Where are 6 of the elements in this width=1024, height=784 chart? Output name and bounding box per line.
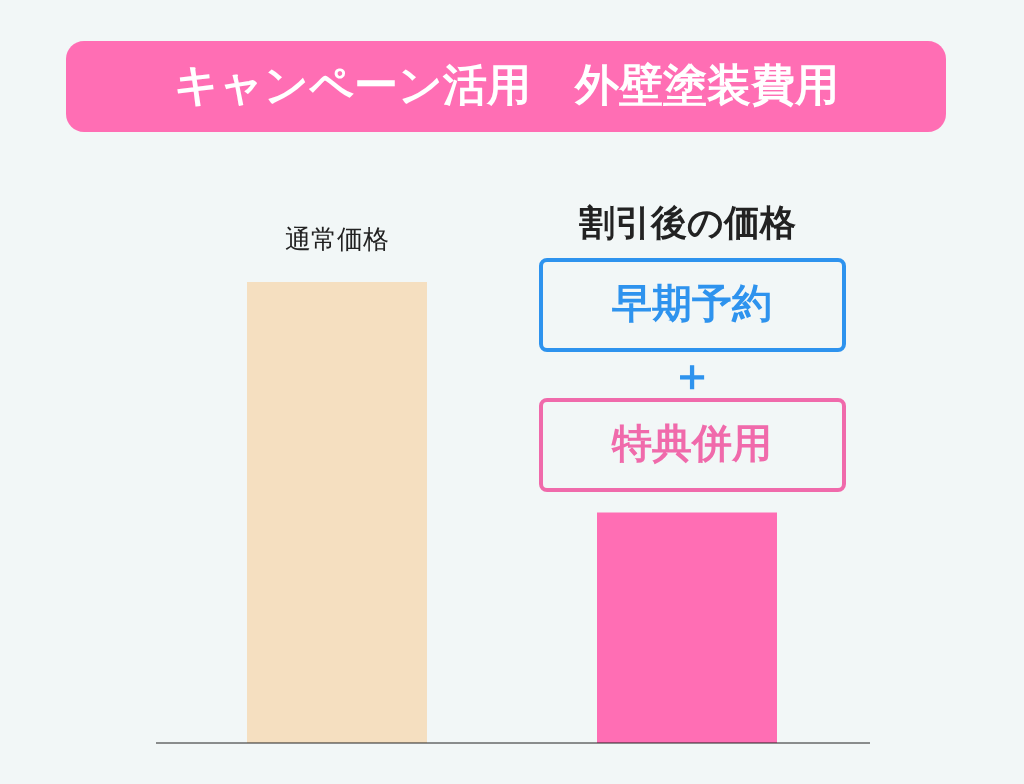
annotation: 早期予約 — [611, 280, 772, 326]
annotation: 特典併用 — [611, 420, 772, 466]
annotation: ＋ — [670, 349, 714, 400]
x-tick-label: 通常価格 — [285, 224, 389, 254]
x-tick-label: 割引後の価格 — [578, 202, 796, 243]
chart-title: キャンペーン活用 外壁塗装費用 — [173, 59, 839, 110]
